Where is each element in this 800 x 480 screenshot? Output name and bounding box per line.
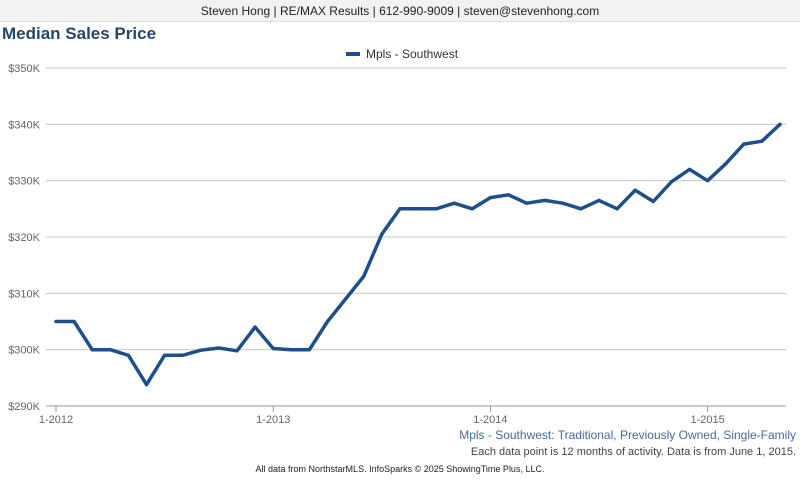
y-tick-label: $330K xyxy=(8,176,40,188)
line-chart: $290K $300K $310K $320K $330K $340K $350K 1-201… xyxy=(8,47,786,426)
y-tick-label: $310K xyxy=(8,288,40,300)
data-note: Each data point is 12 months of activity… xyxy=(470,446,796,458)
data-point xyxy=(633,188,637,192)
data-point xyxy=(199,348,203,352)
contact-banner: Steven Hong | RE/MAX Results | 612-990-9… xyxy=(0,0,800,22)
data-point xyxy=(651,199,655,204)
data-point xyxy=(742,142,746,146)
data-point xyxy=(235,349,239,353)
data-point xyxy=(488,195,492,200)
data-point xyxy=(615,207,619,211)
data-point xyxy=(452,201,456,205)
data-point xyxy=(54,319,58,324)
data-point xyxy=(126,353,130,357)
data-point xyxy=(416,207,420,211)
data-point xyxy=(181,353,185,357)
series-line xyxy=(54,122,782,387)
data-point xyxy=(597,198,601,202)
data-point xyxy=(307,348,311,352)
data-point xyxy=(398,207,402,211)
x-tick-label: 1-2012 xyxy=(39,414,73,426)
data-point xyxy=(344,297,348,301)
data-point xyxy=(434,207,438,211)
data-point xyxy=(380,232,384,236)
data-point xyxy=(724,162,728,166)
data-point xyxy=(217,346,221,350)
data-point xyxy=(253,325,257,329)
data-point xyxy=(706,179,710,183)
chart-subtitle: Mpls - Southwest: Traditional, Previousl… xyxy=(459,428,796,442)
data-point xyxy=(579,207,583,211)
y-tick-label: $340K xyxy=(8,119,40,131)
data-point xyxy=(72,319,76,324)
x-tick-label: 1-2015 xyxy=(690,414,724,426)
data-point xyxy=(163,353,167,357)
footer-credit: All data from NorthstarMLS. InfoSparks ©… xyxy=(255,464,545,474)
data-point xyxy=(687,167,692,171)
y-tick-label: $350K xyxy=(8,63,40,75)
data-point xyxy=(561,201,565,205)
chart-title: Median Sales Price xyxy=(2,24,157,43)
data-point xyxy=(144,382,149,387)
contact-text: Steven Hong | RE/MAX Results | 612-990-9… xyxy=(200,3,600,18)
data-point xyxy=(506,193,511,197)
data-point xyxy=(362,274,366,279)
data-point xyxy=(325,319,330,324)
y-tick-label: $290K xyxy=(8,401,40,413)
data-point xyxy=(525,201,529,205)
data-point xyxy=(669,180,674,184)
data-point xyxy=(470,207,474,211)
x-tick-label: 1-2013 xyxy=(256,414,290,426)
legend-label: Mpls - Southwest xyxy=(366,47,459,61)
data-point xyxy=(289,348,293,352)
y-tick-label: $320K xyxy=(8,232,40,244)
data-point xyxy=(543,198,547,202)
data-point xyxy=(108,348,112,352)
y-tick-label: $300K xyxy=(8,345,40,357)
data-point xyxy=(778,122,782,126)
data-point xyxy=(271,346,275,351)
data-point xyxy=(90,348,94,352)
x-tick-label: 1-2014 xyxy=(473,414,507,426)
data-point xyxy=(760,139,764,143)
